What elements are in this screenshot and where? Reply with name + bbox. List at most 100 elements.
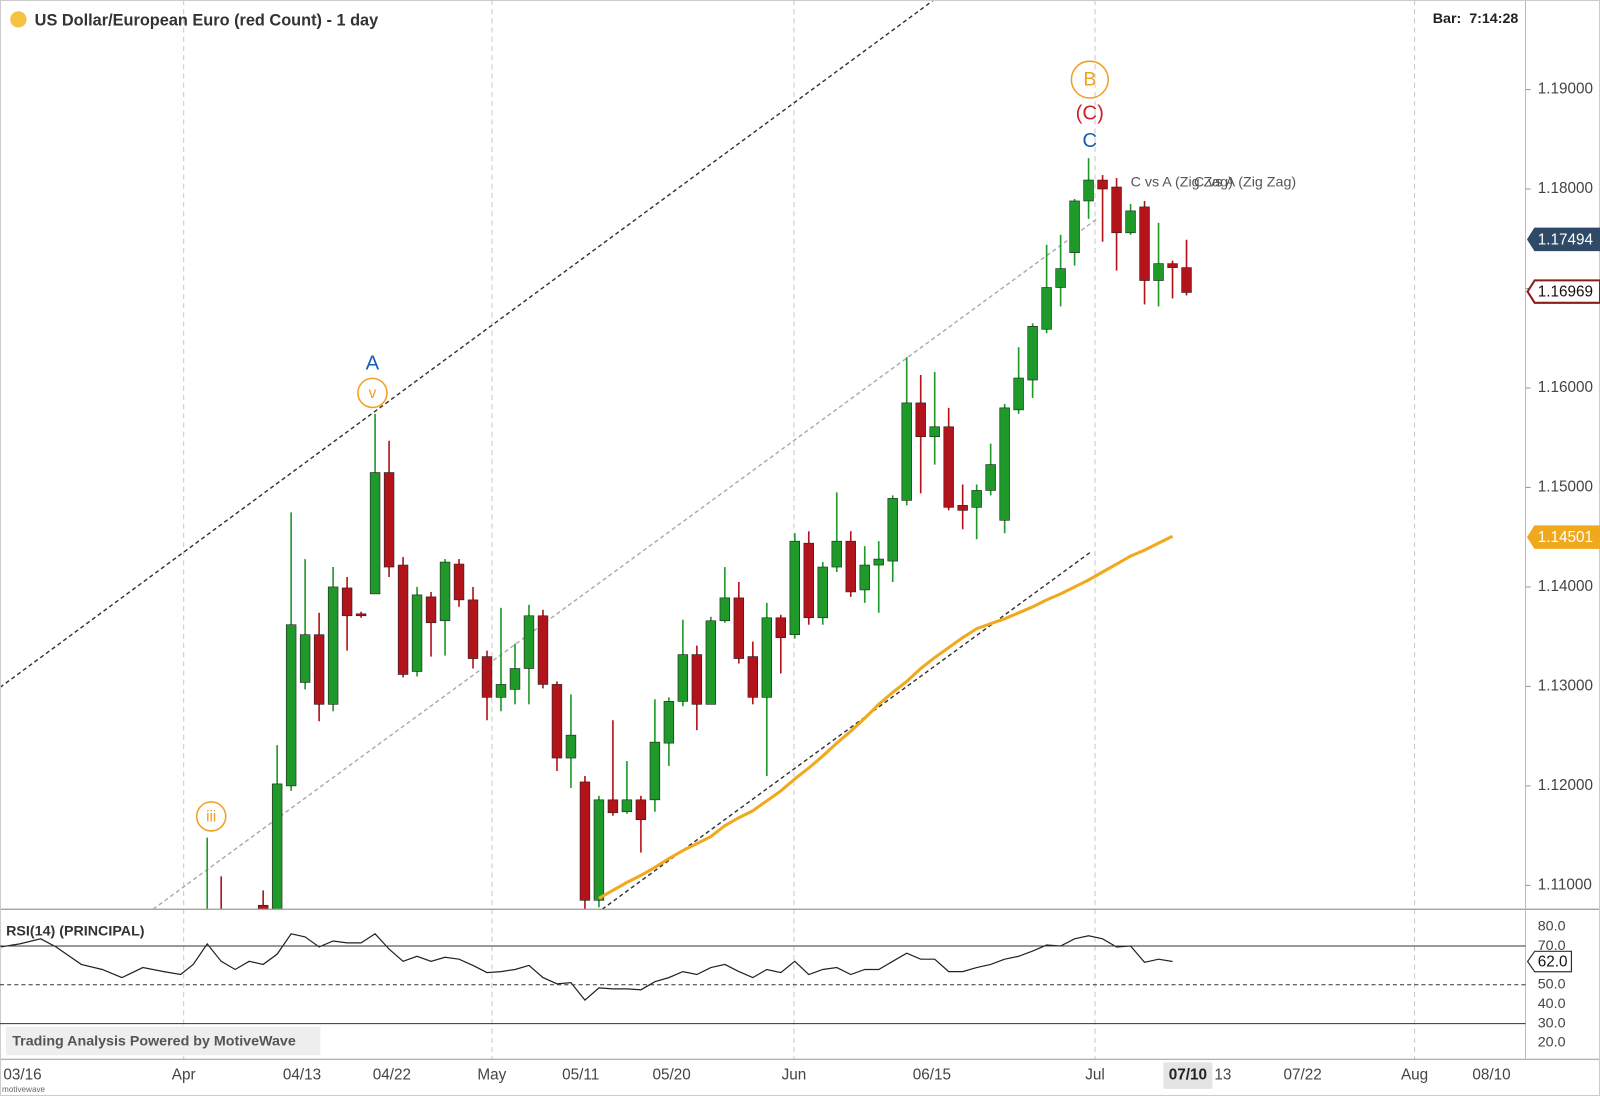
brand-text: motivewave [2,1085,46,1094]
candle-body [299,634,311,683]
rsi-pane [0,932,1173,1001]
candle-body [285,624,297,787]
candle-body [397,564,409,675]
candle-body [481,656,493,698]
candle-body [1125,210,1136,234]
wave-label: C vs A (Zig Zag) [1131,174,1233,190]
candle-body [999,407,1010,521]
rsi-tick-label: 20.0 [1538,1035,1566,1051]
candle-body [453,563,465,601]
wave-label: C vs A (Zig Zag) [1194,174,1296,190]
candle-body [845,540,856,593]
wave-label: A [366,353,380,375]
candle-body [957,505,968,511]
cursor-label-box [1163,1062,1213,1089]
candle-body [985,464,996,491]
x-tick-label: 05/11 [562,1067,599,1084]
wave-label: C [1082,130,1097,152]
candle-body [831,540,842,568]
candle-body [1055,268,1066,288]
cursor-label: 07/10 [1169,1067,1207,1084]
candle-body [733,597,745,659]
candle-body [719,597,731,622]
candle-body [579,781,591,901]
y-tick-label: 1.19000 [1538,81,1593,98]
x-tick-label: 04/22 [373,1067,411,1084]
candle-body [1069,200,1080,253]
price-badge-label: 1.17494 [1538,231,1594,248]
candle-body [1027,325,1038,381]
candle-body [887,498,898,562]
x-tick-label: 04/13 [283,1067,321,1084]
x-tick-label: 05/20 [653,1067,691,1084]
wave-label: B [1083,69,1096,91]
candle-body [1041,287,1052,330]
y-tick-label: 1.12000 [1538,777,1593,794]
candle-body [635,799,647,821]
chart-title: US Dollar/European Euro (red Count) - 1 … [35,12,379,30]
candle-body [327,586,339,705]
credit-box [6,1026,321,1056]
candle-body [1181,267,1192,293]
candle-body [537,615,549,685]
x-tick-label: May [477,1067,506,1084]
candle-body [803,542,814,619]
candle-body [929,426,940,438]
x-tick-label: 03/16 [3,1067,41,1084]
candle-body [369,472,381,595]
candle-body [761,617,773,698]
candle-body [565,734,577,759]
candle-body [649,741,661,801]
candle-body [271,783,283,910]
candle-body [425,596,437,624]
wave-circle [1070,60,1109,99]
candle-body [313,634,325,705]
candle-body [509,668,521,690]
y-tick-label: 1.16000 [1538,379,1593,396]
x-tick-label: Apr [172,1067,196,1084]
candle-body [775,617,787,638]
price-badge [1526,525,1600,549]
wave-circle [195,801,227,832]
y-tick-label: 1.14000 [1538,578,1593,595]
candle-body [663,701,675,744]
candle-body [1083,179,1094,202]
candle-body [383,472,395,568]
bar-timer: Bar: 7:14:28 [1433,11,1519,27]
grid [183,0,1416,1060]
title-dot [10,11,27,28]
candle-body [257,904,269,910]
x-tick-label: Aug [1401,1067,1428,1084]
credit-text: Trading Analysis Powered by MotiveWave [12,1034,296,1050]
rsi-badge-label: 62.0 [1538,954,1568,971]
rsi-line [0,932,1173,1001]
rsi-tick-label: 70.0 [1538,938,1566,954]
wave-label: iii [206,808,216,825]
price-badge-label: 1.16969 [1538,284,1593,301]
candle-body [551,684,563,759]
candle-body [411,594,423,672]
wave-label: (C) [1076,103,1104,125]
price-pane [0,0,1192,910]
rsi-badge [1526,950,1573,973]
rsi-tick-label: 30.0 [1538,1015,1566,1031]
x-tick-label: 13 [1214,1067,1231,1084]
x-tick-label: Jun [782,1067,807,1084]
rsi-title: RSI(14) (PRINCIPAL) [6,923,145,939]
y-tick-label: 1.13000 [1538,677,1593,694]
rsi-tick-label: 50.0 [1538,977,1566,993]
wave-circle [357,377,388,409]
candle-body [621,799,633,813]
candle-body [817,566,828,619]
price-badge [1526,279,1600,304]
candle-body [747,656,759,698]
x-tick-label: 06/15 [913,1067,951,1084]
candle-body [439,561,451,622]
moving-average [598,534,1174,900]
candle-body [467,599,479,659]
candle-body [915,402,926,438]
